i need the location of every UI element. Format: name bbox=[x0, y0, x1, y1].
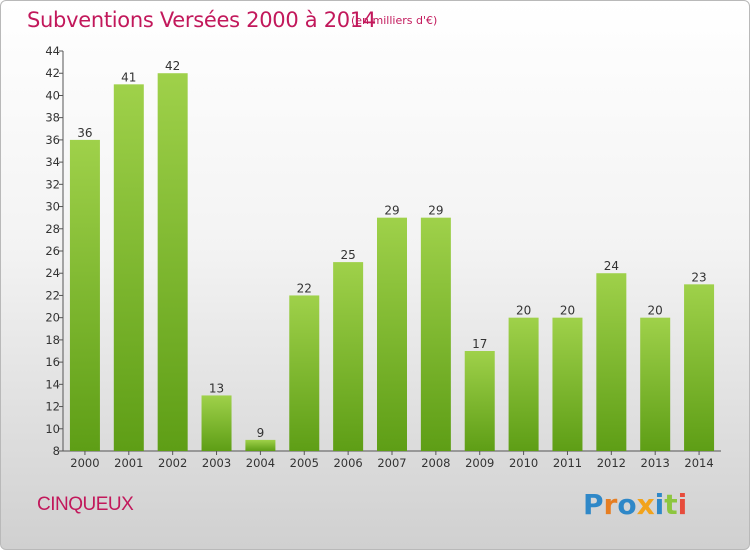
y-tick-label: 44 bbox=[45, 44, 60, 58]
y-tick-label: 40 bbox=[45, 88, 60, 102]
bar bbox=[201, 395, 232, 451]
y-tick-label: 30 bbox=[45, 200, 60, 214]
y-tick-label: 8 bbox=[53, 444, 60, 458]
x-tick-label: 2012 bbox=[597, 456, 626, 470]
bar bbox=[596, 273, 627, 451]
x-tick-label: 2002 bbox=[158, 456, 187, 470]
bar bbox=[113, 84, 144, 451]
bar bbox=[289, 295, 320, 451]
y-tick-label: 14 bbox=[45, 377, 60, 391]
y-tick-label: 24 bbox=[45, 266, 60, 280]
x-axis: 2000 2001 2002 2003 2004 2005 2006 2007 2008 2009… bbox=[63, 450, 721, 470]
town-name: CINQUEUX bbox=[37, 494, 134, 515]
bar bbox=[640, 317, 671, 451]
bar-value-label: 36 bbox=[77, 126, 92, 140]
bar-value-label: 13 bbox=[209, 381, 224, 395]
x-tick-label: 2007 bbox=[377, 456, 406, 470]
bar bbox=[333, 262, 364, 451]
logo-letter: i bbox=[654, 488, 665, 521]
bars bbox=[69, 73, 715, 451]
y-axis: 8 10 12 14 16 18 20 22 24 26 28 30 32 34 36 38 40 42 44 bbox=[45, 44, 64, 458]
chart-subtitle: (en milliers d'€) bbox=[351, 14, 438, 27]
data-labels: 36 41 42 13 9 22 25 29 29 17 20 20 24 20 23 bbox=[77, 59, 706, 440]
x-tick-label: 2004 bbox=[246, 456, 275, 470]
logo-letter: x bbox=[636, 488, 655, 521]
y-tick-label: 28 bbox=[45, 222, 60, 236]
bar-value-label: 20 bbox=[648, 304, 663, 318]
x-tick-label: 2014 bbox=[684, 456, 713, 470]
bar-value-label: 41 bbox=[121, 70, 136, 84]
bar-value-label: 17 bbox=[472, 337, 487, 351]
x-tick-label: 2001 bbox=[114, 456, 143, 470]
y-tick-label: 12 bbox=[45, 400, 60, 414]
x-tick-label: 2008 bbox=[421, 456, 450, 470]
bar bbox=[684, 284, 715, 451]
bar-value-label: 29 bbox=[384, 204, 399, 218]
x-tick-label: 2011 bbox=[553, 456, 582, 470]
x-tick-label: 2000 bbox=[70, 456, 99, 470]
bar-value-label: 20 bbox=[560, 304, 575, 318]
bar bbox=[377, 217, 407, 451]
y-tick-label: 10 bbox=[45, 422, 60, 436]
logo-letter: o bbox=[617, 488, 637, 521]
bar-value-label: 29 bbox=[428, 204, 443, 218]
y-tick-label: 18 bbox=[45, 333, 60, 347]
x-tick-label: 2005 bbox=[290, 456, 319, 470]
bar bbox=[157, 73, 188, 451]
y-tick-label: 34 bbox=[45, 155, 60, 169]
bar-value-label: 25 bbox=[340, 248, 355, 262]
proxiti-logo: Proxiti bbox=[583, 488, 687, 521]
x-tick-label: 2010 bbox=[509, 456, 538, 470]
x-tick-label: 2009 bbox=[465, 456, 494, 470]
y-tick-label: 32 bbox=[45, 177, 60, 191]
bar bbox=[245, 439, 276, 451]
logo-letter: t bbox=[664, 488, 678, 521]
logo-letter: P bbox=[583, 488, 604, 521]
bar-value-label: 23 bbox=[691, 270, 706, 284]
y-tick-label: 16 bbox=[45, 355, 60, 369]
logo-letter: i bbox=[677, 488, 688, 521]
bar bbox=[508, 317, 539, 451]
x-tick-label: 2003 bbox=[202, 456, 231, 470]
bar-value-label: 9 bbox=[257, 426, 265, 440]
y-tick-label: 42 bbox=[45, 66, 60, 80]
bar bbox=[464, 351, 495, 451]
bar bbox=[69, 139, 100, 451]
y-tick-label: 20 bbox=[45, 311, 60, 325]
bar-value-label: 42 bbox=[165, 59, 180, 73]
bar-value-label: 24 bbox=[604, 259, 619, 273]
x-tick-label: 2013 bbox=[641, 456, 670, 470]
y-tick-label: 26 bbox=[45, 244, 60, 258]
logo-letter: r bbox=[603, 488, 618, 521]
bar-value-label: 22 bbox=[297, 281, 312, 295]
y-tick-label: 38 bbox=[45, 111, 60, 125]
bar bbox=[552, 317, 583, 451]
x-tick-label: 2006 bbox=[333, 456, 362, 470]
y-tick-label: 36 bbox=[45, 133, 60, 147]
bar-value-label: 20 bbox=[516, 304, 531, 318]
bar bbox=[420, 217, 451, 451]
chart-title: Subventions Versées 2000 à 2014 bbox=[27, 8, 376, 32]
y-tick-label: 22 bbox=[45, 288, 60, 302]
